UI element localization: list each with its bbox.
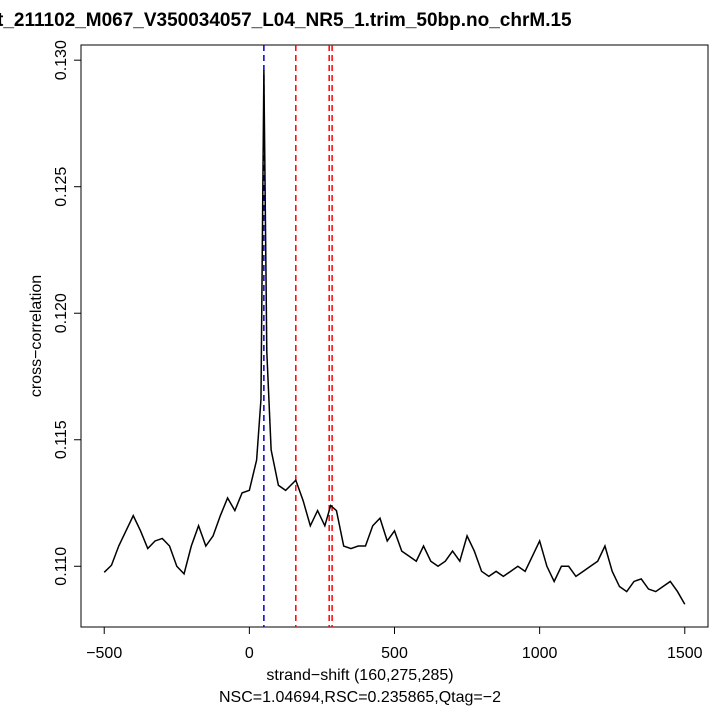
y-tick-label: 0.125 xyxy=(53,167,70,207)
chart-title: t_211102_M067_V350034057_L04_NR5_1.trim_… xyxy=(0,10,572,31)
x-tick-label: 1500 xyxy=(667,645,703,662)
subtitle: NSC=1.04694,RSC=0.235865,Qtag=−2 xyxy=(219,689,501,706)
x-tick-label: −500 xyxy=(86,645,122,662)
y-tick-label: 0.130 xyxy=(53,40,70,80)
y-tick-label: 0.120 xyxy=(53,293,70,333)
x-tick-label: 0 xyxy=(245,645,254,662)
y-tick-label: 0.110 xyxy=(53,547,70,586)
x-axis-label: strand−shift (160,275,285) xyxy=(266,667,453,684)
plot-box xyxy=(80,44,709,628)
x-tick-label: 1000 xyxy=(522,645,558,662)
data-line xyxy=(103,70,686,605)
y-axis-label: cross−correlation xyxy=(28,275,45,397)
x-tick-label: 500 xyxy=(381,645,408,662)
y-tick-label: 0.115 xyxy=(53,420,70,459)
